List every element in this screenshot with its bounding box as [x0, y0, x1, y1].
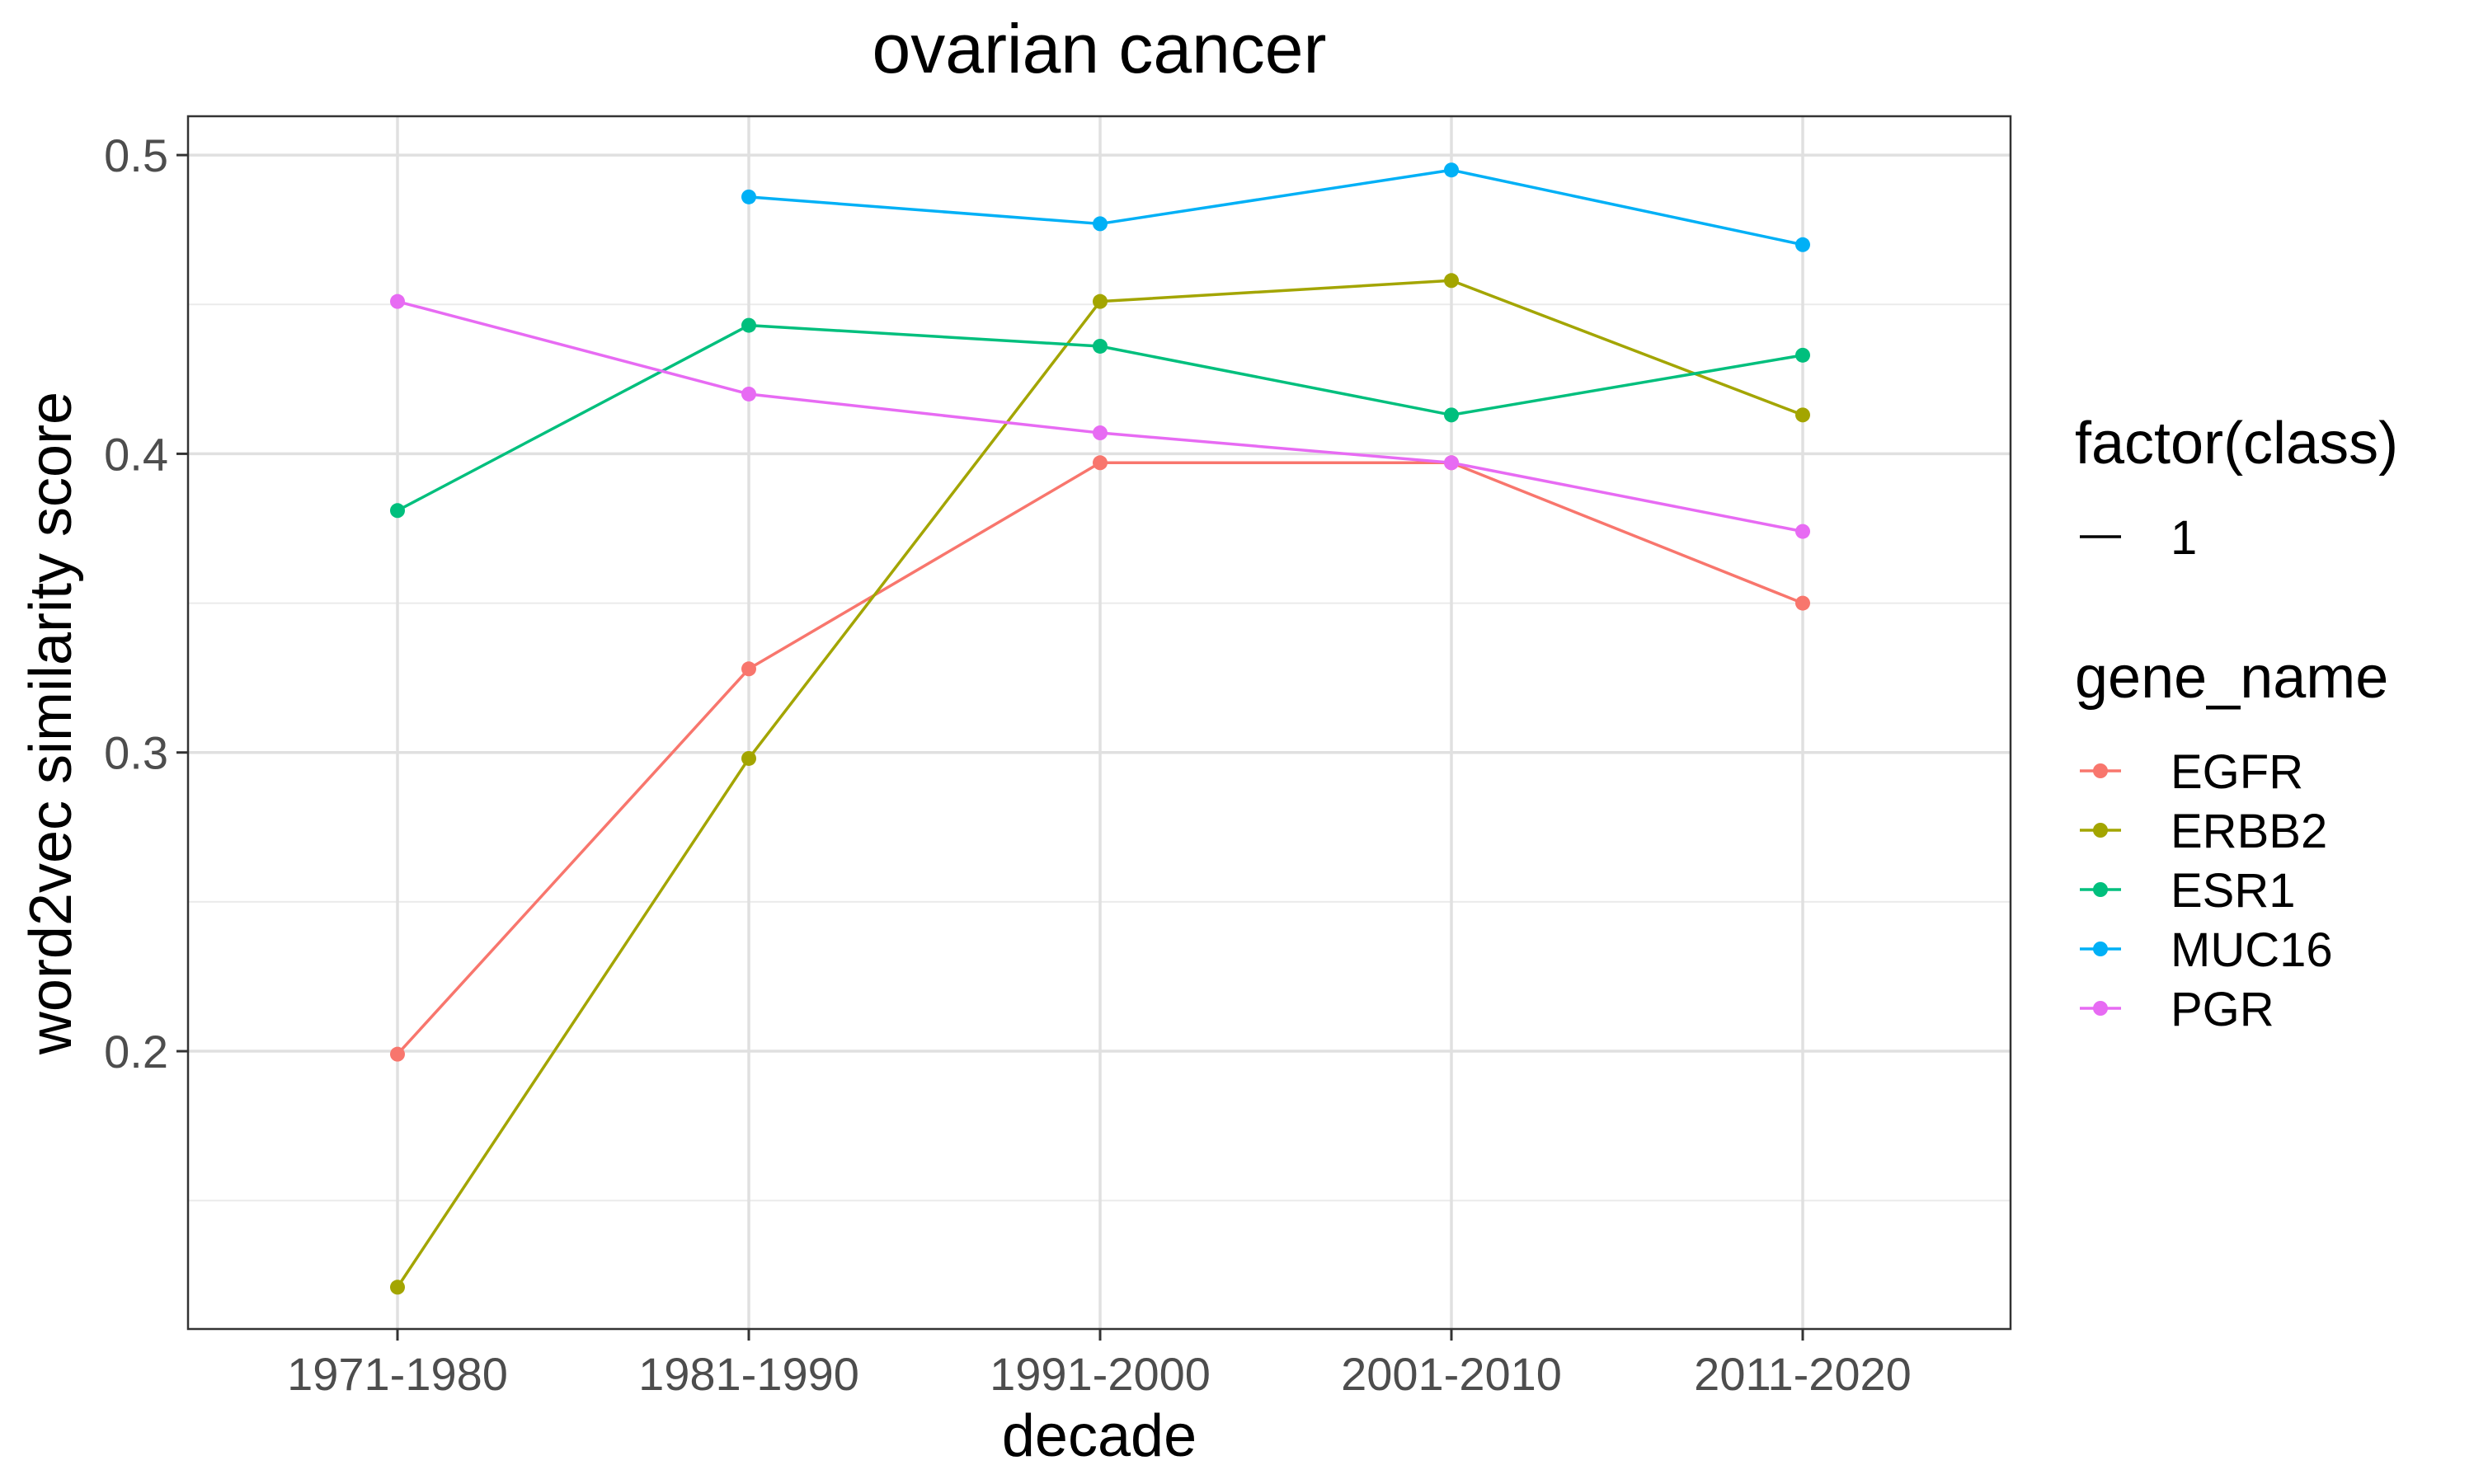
data-point [741, 189, 756, 204]
series-esr1 [390, 317, 1810, 519]
x-axis-title: decade [1002, 1403, 1197, 1469]
y-tick-label: 0.2 [104, 1026, 168, 1078]
data-point [1444, 273, 1459, 289]
data-point [1795, 347, 1810, 363]
y-axis-ticks: 0.2 0.3 0.4 0.5 [104, 129, 188, 1078]
data-point [741, 661, 756, 677]
legend-title-gene: gene_name [2075, 645, 2388, 711]
x-tick-label: 1971-1980 [287, 1348, 508, 1400]
legend-label-esr1: ESR1 [2171, 864, 2296, 918]
series-erbb2 [390, 273, 1810, 1295]
legend-label-erbb2: ERBB2 [2171, 805, 2327, 858]
x-tick-label: 1991-2000 [990, 1348, 1211, 1400]
grid-lines [188, 116, 2011, 1329]
data-point [1093, 216, 1108, 232]
legend-key-point [2093, 823, 2108, 838]
data-point [390, 1046, 405, 1062]
data-point [1795, 237, 1810, 252]
data-point [390, 294, 405, 309]
legend-key-point [2093, 763, 2108, 778]
data-point [1444, 162, 1459, 178]
data-series [390, 162, 1810, 1295]
legend-label-egfr: EGFR [2171, 745, 2303, 799]
data-point [1093, 338, 1108, 354]
y-tick-label: 0.4 [104, 428, 168, 480]
legend-key-point [2093, 1001, 2108, 1016]
data-point [1093, 455, 1108, 471]
legend: factor(class) 1 gene_name EGFR ERBB2 ESR1MUC1… [2075, 411, 2398, 1036]
legend-label-muc16: MUC16 [2171, 923, 2333, 977]
y-tick-label: 0.3 [104, 727, 168, 779]
x-tick-label: 1981-1990 [638, 1348, 859, 1400]
legend-title-class: factor(class) [2075, 411, 2398, 477]
series-line-muc16 [747, 168, 1804, 247]
data-point [741, 750, 756, 766]
y-tick-label: 0.5 [104, 129, 168, 181]
data-point [741, 317, 756, 333]
data-point [1444, 407, 1459, 423]
x-axis-ticks: 1971-1980 1981-1990 1991-2000 2001-2010 2011… [287, 1329, 1912, 1400]
x-tick-label: 2011-2020 [1694, 1348, 1912, 1400]
data-point [741, 386, 756, 402]
data-point [1093, 294, 1108, 309]
chart-title: ovarian cancer [872, 10, 1327, 87]
y-axis-title: word2vec similarity score [18, 392, 84, 1055]
data-point [1795, 407, 1810, 423]
series-muc16 [741, 162, 1810, 252]
legend-label-pgr: PGR [2171, 983, 2274, 1036]
legend-label: 1 [2171, 511, 2197, 565]
data-point [390, 503, 405, 519]
data-point [1795, 595, 1810, 611]
data-point [1444, 455, 1459, 471]
data-point [1795, 524, 1810, 539]
data-point [390, 1280, 405, 1295]
data-point [1093, 425, 1108, 441]
x-tick-label: 2001-2010 [1341, 1348, 1562, 1400]
series-pgr [390, 294, 1810, 539]
legend-key-point [2093, 882, 2108, 897]
legend-key-point [2093, 942, 2108, 956]
